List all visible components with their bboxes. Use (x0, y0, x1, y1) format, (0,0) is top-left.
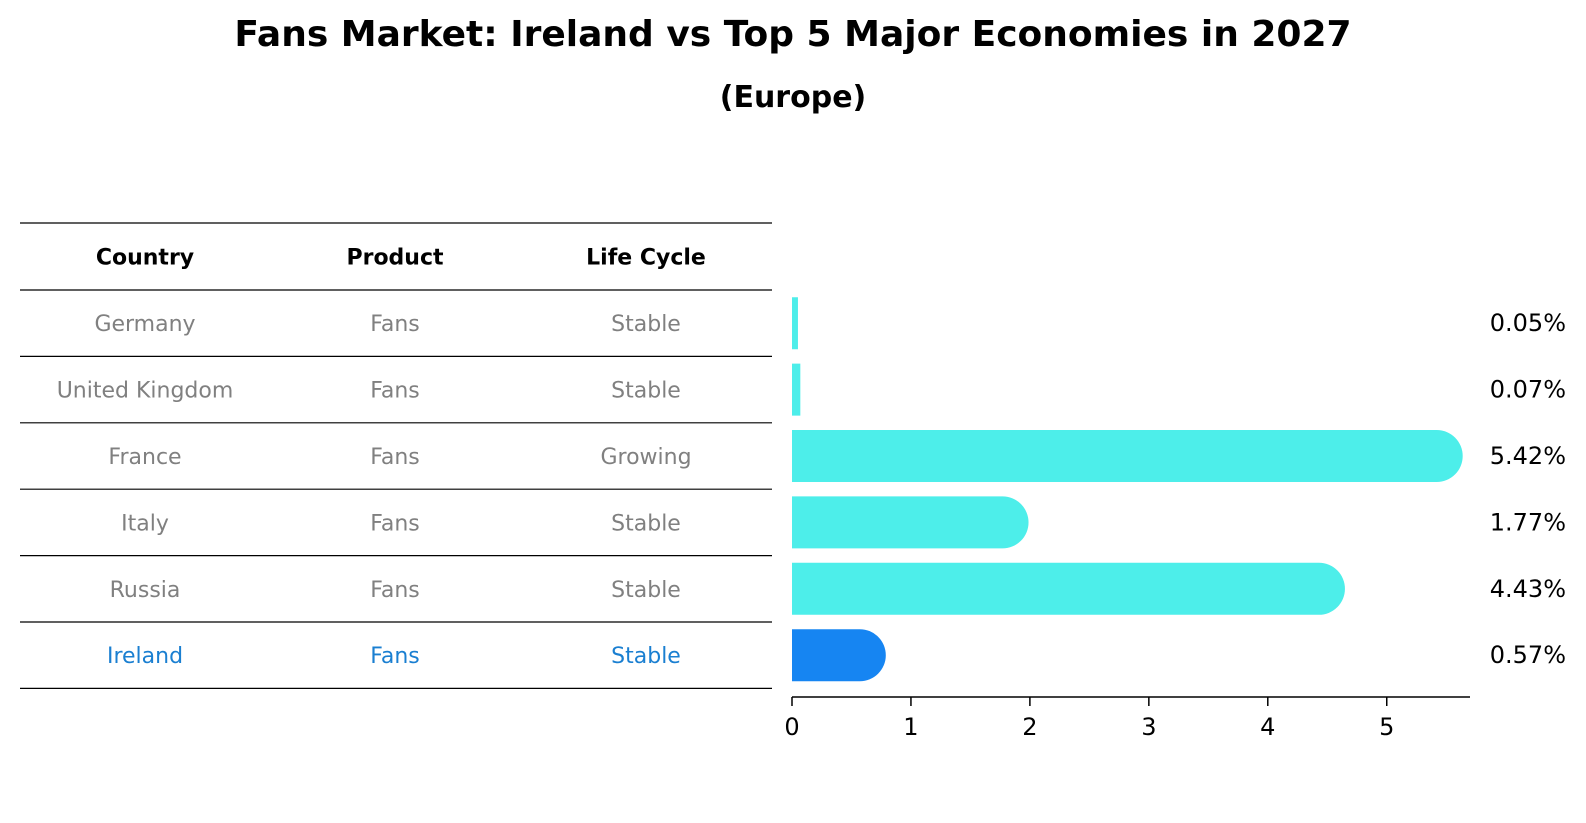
table-header: Country (96, 246, 194, 271)
table-cell: Fans (370, 578, 420, 603)
table-cell: Stable (611, 312, 681, 337)
table-cell: Growing (600, 445, 691, 470)
table-cell: Stable (611, 578, 681, 603)
table-cell: Fans (370, 644, 420, 669)
value-label: 4.43% (1490, 575, 1566, 603)
bar-france (792, 430, 1463, 482)
table-cell: United Kingdom (57, 379, 234, 404)
table-cell: Fans (370, 445, 420, 470)
value-label: 5.42% (1490, 442, 1566, 470)
value-label: 0.07% (1490, 376, 1566, 404)
table-cell: Stable (611, 644, 681, 669)
bar-italy (792, 496, 1029, 549)
bar-germany (792, 297, 798, 350)
table-cell: Fans (370, 379, 420, 404)
bar-ireland (792, 629, 886, 682)
table-cell: Russia (110, 578, 181, 603)
chart-subtitle: (Europe) (719, 80, 867, 115)
table-cell: Stable (611, 511, 681, 536)
bar-russia (792, 562, 1345, 615)
x-tick-label: 5 (1379, 713, 1394, 741)
table-cell: Fans (370, 312, 420, 337)
table-header: Life Cycle (586, 246, 706, 271)
x-tick-label: 1 (903, 713, 918, 741)
table-cell: France (108, 445, 181, 470)
x-tick-label: 3 (1141, 713, 1156, 741)
value-label: 1.77% (1490, 508, 1566, 536)
x-tick-label: 4 (1260, 713, 1275, 741)
value-label: 0.05% (1490, 309, 1566, 337)
table-header: Product (346, 246, 444, 271)
value-label: 0.57% (1490, 641, 1566, 669)
table-cell: Stable (611, 379, 681, 404)
bar-united-kingdom (792, 363, 801, 416)
table-cell: Ireland (107, 644, 183, 669)
chart-title: Fans Market: Ireland vs Top 5 Major Econ… (234, 14, 1352, 55)
table-cell: Germany (94, 312, 195, 337)
x-tick-label: 2 (1022, 713, 1037, 741)
table-cell: Fans (370, 511, 420, 536)
x-tick-label: 0 (784, 713, 799, 741)
table-cell: Italy (121, 511, 169, 536)
